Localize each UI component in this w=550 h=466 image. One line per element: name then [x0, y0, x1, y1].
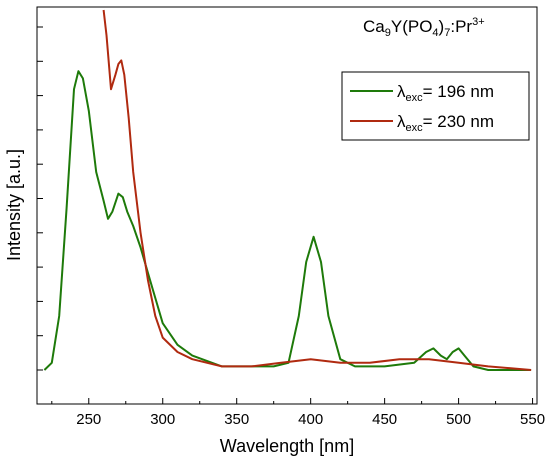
ticks: 250 300 350 400 450 500 550	[37, 26, 545, 428]
legend-box	[341, 71, 530, 141]
x-tick-label-400: 400	[298, 411, 323, 428]
series-line-2	[102, 9, 532, 371]
legend-label-series-1: λexc= 196 nm	[397, 82, 494, 104]
x-tick-label-300: 300	[150, 411, 175, 428]
y-axis-title: Intensity [a.u.]	[4, 149, 24, 261]
compound-annotation: Ca9Y(PO4)7:Pr3+	[363, 16, 485, 39]
x-tick-label-450: 450	[372, 411, 397, 428]
legend-label-series-2: λexc= 230 nm	[397, 112, 494, 134]
legend: λexc= 196 nm λexc= 230 nm	[341, 71, 530, 141]
series	[43, 9, 532, 371]
x-tick-label-550: 550	[520, 411, 545, 428]
x-tick-label-250: 250	[76, 411, 101, 428]
x-axis-title: Wavelength [nm]	[220, 436, 354, 456]
plot-frame	[36, 6, 538, 405]
x-tick-label-500: 500	[446, 411, 471, 428]
x-tick-label-350: 350	[224, 411, 249, 428]
